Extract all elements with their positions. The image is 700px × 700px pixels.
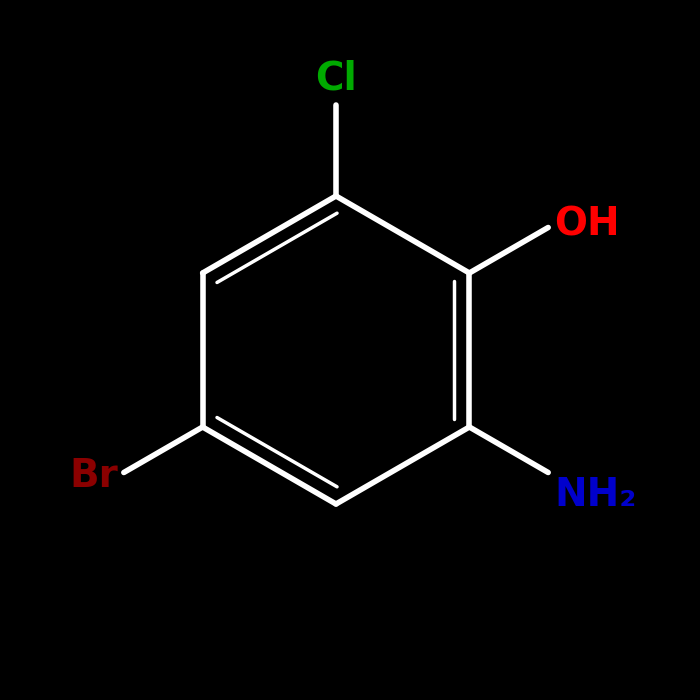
Text: Cl: Cl (315, 60, 357, 98)
Text: NH₂: NH₂ (554, 476, 636, 514)
Text: OH: OH (554, 205, 620, 243)
Text: Br: Br (69, 457, 118, 495)
